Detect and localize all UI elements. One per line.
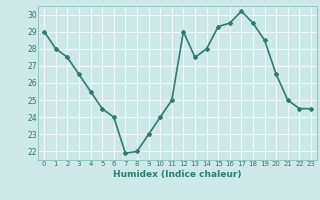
X-axis label: Humidex (Indice chaleur): Humidex (Indice chaleur) [113,170,242,179]
